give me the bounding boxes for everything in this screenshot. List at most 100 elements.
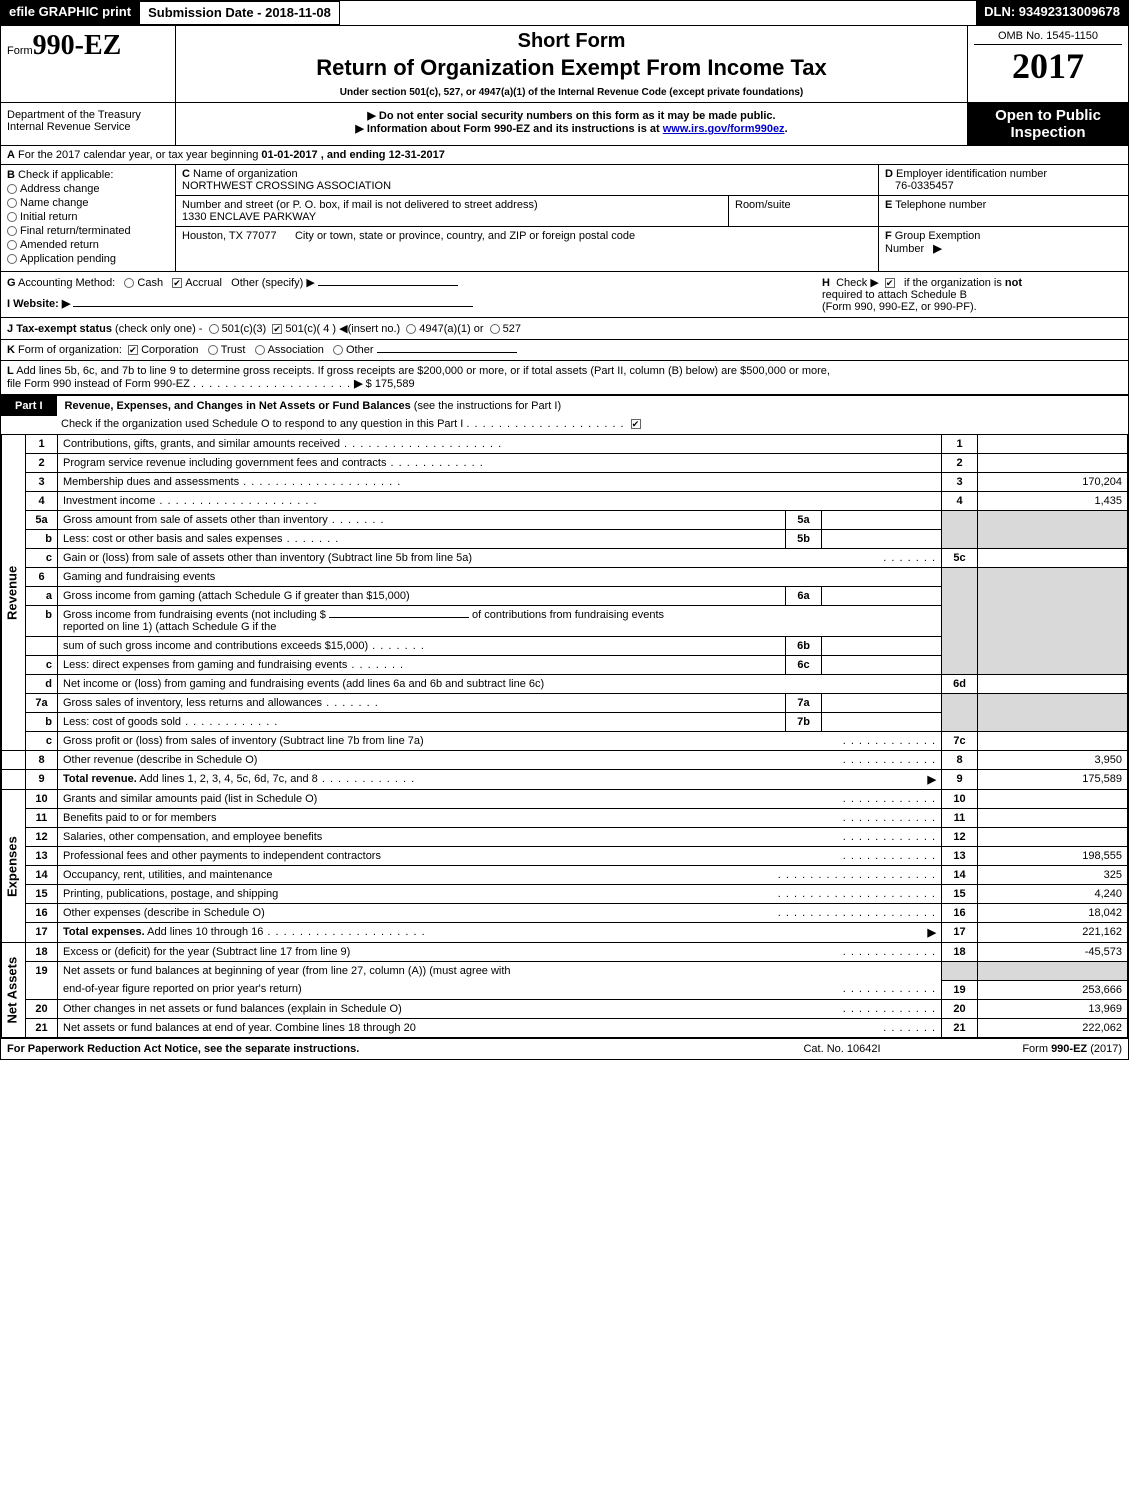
checkbox-checked-icon[interactable] — [128, 345, 138, 355]
part-i-bar: Part I Revenue, Expenses, and Changes in… — [1, 394, 1128, 416]
line-no: 16 — [26, 904, 58, 923]
radio-icon[interactable] — [255, 345, 265, 355]
table-row: 15 Printing, publications, postage, and … — [2, 885, 1128, 904]
radio-icon[interactable] — [209, 324, 219, 334]
l6b-pre: Gross income from fundraising events (no… — [63, 609, 329, 621]
line-num: 13 — [942, 847, 978, 866]
line-no: c — [26, 549, 58, 568]
dots — [843, 1003, 936, 1015]
line-val: 3,950 — [978, 751, 1128, 770]
line-desc: Professional fees and other payments to … — [58, 847, 942, 866]
section-def: D Employer identification number 76-0335… — [878, 165, 1128, 271]
sub-no: 5a — [786, 511, 822, 530]
line-num: 9 — [942, 770, 978, 790]
section-g-h: G Accounting Method: Cash Accrual Other … — [1, 271, 1128, 317]
radio-icon[interactable] — [7, 254, 17, 264]
checkbox-checked-icon[interactable] — [885, 278, 895, 288]
radio-icon[interactable] — [7, 226, 17, 236]
section-k: K Form of organization: Corporation Trus… — [1, 339, 1128, 360]
table-row: 19 Net assets or fund balances at beginn… — [2, 962, 1128, 981]
name-change-option: Name change — [7, 197, 169, 209]
line-desc-text: Other changes in net assets or fund bala… — [63, 1003, 402, 1015]
dots — [322, 697, 379, 709]
radio-icon[interactable] — [7, 212, 17, 222]
check-only-one: (check only one) - — [115, 323, 202, 335]
dots — [181, 716, 278, 728]
dots — [843, 850, 936, 862]
l9-rest: Add lines 1, 2, 3, 4, 5c, 6d, 7c, and 8 — [137, 773, 318, 785]
l-text2: file Form 990 instead of Form 990-EZ — [7, 378, 190, 390]
efile-badge: efile GRAPHIC print — [1, 1, 140, 25]
l-text1: Add lines 5b, 6c, and 7b to line 9 to de… — [16, 365, 830, 377]
line-val — [978, 732, 1128, 751]
line-desc: Gross sales of inventory, less returns a… — [58, 694, 786, 713]
line-no: b — [26, 530, 58, 549]
line-num: 15 — [942, 885, 978, 904]
radio-icon[interactable] — [333, 345, 343, 355]
radio-icon[interactable] — [124, 278, 134, 288]
website-field[interactable] — [73, 306, 473, 307]
line-desc: Excess or (deficit) for the year (Subtra… — [58, 943, 942, 962]
section-f-label: F — [885, 230, 892, 242]
form-number-cell: Form990-EZ — [1, 26, 176, 102]
section-k-label: K — [7, 344, 15, 356]
line-num: 2 — [942, 454, 978, 473]
open-public-2: Inspection — [970, 124, 1126, 141]
line-no: c — [26, 732, 58, 751]
other-specify-field[interactable] — [318, 285, 458, 286]
table-row: 9 Total revenue. Add lines 1, 2, 3, 4, 5… — [2, 770, 1128, 790]
line-no: 2 — [26, 454, 58, 473]
line-num: 12 — [942, 828, 978, 847]
dots — [883, 552, 936, 564]
radio-icon[interactable] — [7, 184, 17, 194]
accrual-label: Accrual — [185, 277, 222, 289]
line-no: b — [26, 713, 58, 732]
radio-icon[interactable] — [7, 198, 17, 208]
revenue-side-label: Revenue — [2, 435, 26, 751]
checkbox-checked-icon[interactable] — [172, 278, 182, 288]
initial-return-option: Initial return — [7, 211, 169, 223]
irs-link[interactable]: www.irs.gov/form990ez — [663, 123, 785, 135]
period-end: 12-31-2017 — [389, 149, 445, 161]
checkbox-checked-icon[interactable] — [631, 419, 641, 429]
line-desc-text: Gross amount from sale of assets other t… — [63, 514, 328, 526]
sub-val — [822, 694, 942, 713]
line-no: 20 — [26, 999, 58, 1018]
section-c-label: C — [182, 168, 190, 180]
short-form-label: Short Form — [182, 30, 961, 53]
line-no: 4 — [26, 492, 58, 511]
h-form-ref: (Form 990, 990-EZ, or 990-PF). — [822, 301, 977, 313]
radio-icon[interactable] — [406, 324, 416, 334]
footer-form-bold: 990-EZ — [1051, 1043, 1087, 1055]
line-desc: Net income or (loss) from gaming and fun… — [58, 675, 942, 694]
street-label: Number and street (or P. O. box, if mail… — [182, 199, 538, 211]
radio-icon[interactable] — [7, 240, 17, 250]
line-val — [978, 675, 1128, 694]
line-val: 198,555 — [978, 847, 1128, 866]
checkbox-checked-icon[interactable] — [272, 324, 282, 334]
line-val: 18,042 — [978, 904, 1128, 923]
radio-icon[interactable] — [208, 345, 218, 355]
dots — [155, 495, 317, 507]
other-org-field[interactable] — [377, 352, 517, 353]
radio-icon[interactable] — [490, 324, 500, 334]
line-num: 1 — [942, 435, 978, 454]
table-row: 2 Program service revenue including gove… — [2, 454, 1128, 473]
dln-badge: DLN: 93492313009678 — [976, 1, 1128, 25]
section-b: B Check if applicable: Address change Na… — [1, 165, 176, 271]
line-desc: Gaming and fundraising events — [58, 568, 942, 587]
footer-form-pre: Form — [1022, 1043, 1051, 1055]
period-begin: 01-01-2017 — [261, 149, 317, 161]
line-desc: Occupancy, rent, utilities, and maintena… — [58, 866, 942, 885]
part-i-sub: (see the instructions for Part I) — [411, 400, 561, 412]
l19-desc2: end-of-year figure reported on prior yea… — [63, 983, 302, 995]
table-row: 13 Professional fees and other payments … — [2, 847, 1128, 866]
header-row-2: Department of the Treasury Internal Reve… — [1, 102, 1128, 145]
line-val: 170,204 — [978, 473, 1128, 492]
l6b-desc3: sum of such gross income and contributio… — [63, 640, 368, 652]
section-i-label: I — [7, 298, 10, 310]
l6b-amount-field[interactable] — [329, 617, 469, 618]
assoc-label: Association — [268, 344, 324, 356]
line-desc: Grants and similar amounts paid (list in… — [58, 790, 942, 809]
dots — [883, 1022, 936, 1034]
